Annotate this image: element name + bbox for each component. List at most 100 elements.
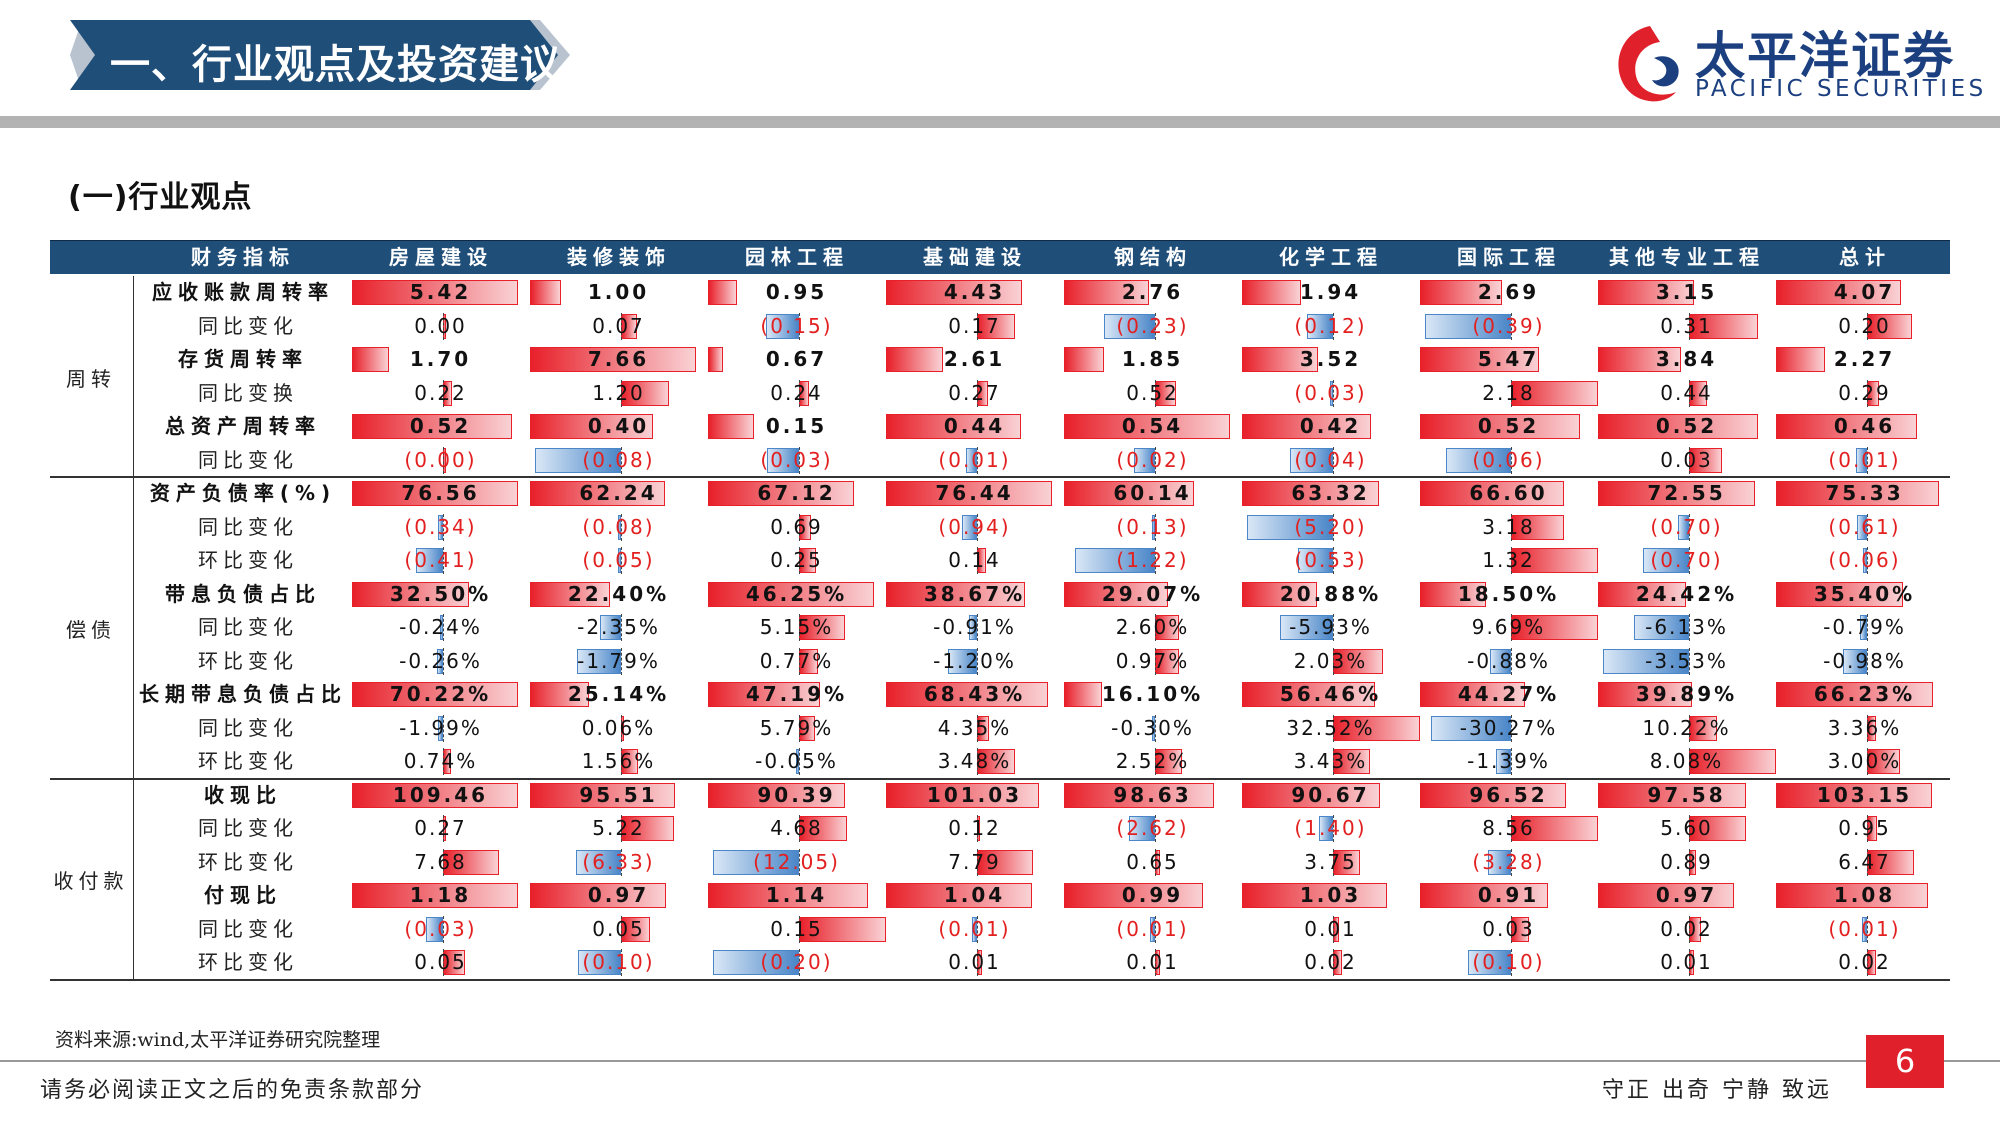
positive-data-bar: [1511, 548, 1599, 573]
cell-value: 0.42: [1299, 414, 1362, 438]
cell-value: 90.67: [1291, 782, 1370, 807]
negative-data-bar: [1487, 849, 1512, 875]
cell-value: 0.95: [1838, 816, 1891, 840]
data-cell: 0.95: [1776, 812, 1953, 845]
cell-value: 0.12: [948, 816, 1001, 840]
data-cell: 0.46: [1776, 410, 1953, 443]
cell-value: 32.52%: [1286, 715, 1375, 740]
row-group: 偿债 资产负债率(%) 76.56 62.24 67.12 76.44 60.14 63.32…: [50, 477, 1950, 779]
cell-value: -6.13%: [1645, 615, 1728, 639]
cell-value: 0.97: [1655, 883, 1718, 907]
positive-data-bar: [530, 280, 561, 305]
positive-data-bar: [1064, 481, 1195, 506]
table-row: 同比变换 0.22 1.20 0.24 0.27 0.52 (0.03) 2.18 0.44 0.…: [134, 377, 1950, 410]
cell-value: 3.18: [1482, 514, 1535, 539]
positive-data-bar: [708, 883, 869, 908]
data-cell: 0.12: [886, 812, 1063, 845]
cell-value: (0.94): [938, 514, 1011, 539]
cell-value: 3.48%: [937, 749, 1012, 773]
data-cell: 0.22: [352, 377, 529, 410]
row-label: 环比变化: [198, 950, 298, 974]
cell-value: 4.68: [770, 816, 823, 840]
data-cell: (0.05): [530, 544, 707, 577]
data-cell: 7.79: [886, 846, 1063, 879]
positive-data-bar: [1598, 782, 1746, 808]
data-cell: -0.30%: [1064, 712, 1241, 745]
zero-axis: [1511, 513, 1513, 541]
cell-value: 0.89: [1660, 849, 1713, 874]
zero-axis: [1155, 446, 1157, 474]
zero-axis: [1867, 446, 1869, 474]
positive-data-bar: [1333, 749, 1371, 774]
cell-value: 1.94: [1299, 280, 1362, 304]
negative-data-bar: [1496, 749, 1512, 774]
cell-value: -0.24%: [399, 615, 482, 639]
cell-value: 0.15: [765, 414, 828, 438]
cell-value: -0.05%: [755, 749, 838, 773]
cell-value: 20.88%: [1279, 581, 1382, 606]
data-cell: 101.03: [886, 779, 1063, 812]
zero-axis: [1689, 446, 1691, 474]
zero-axis: [1511, 748, 1513, 775]
cell-value: 70.22%: [389, 682, 492, 706]
table-row: 同比变化 (0.34) (0.08) 0.69 (0.94) (0.13) (5.20) 3.…: [134, 511, 1950, 544]
cell-value: (0.01): [938, 447, 1011, 472]
positive-data-bar: [1689, 313, 1759, 339]
cell-value: 0.25: [770, 548, 823, 572]
cell-value: 0.67: [765, 347, 828, 371]
positive-data-bar: [1776, 682, 1933, 707]
zero-axis: [1511, 446, 1513, 474]
positive-data-bar: [1242, 682, 1376, 707]
zero-axis: [1867, 815, 1869, 842]
zero-axis: [1867, 547, 1869, 574]
negative-data-bar: [1430, 715, 1512, 741]
positive-data-bar: [1776, 481, 1940, 506]
positive-data-bar: [977, 313, 1016, 339]
cell-value: 0.00: [414, 313, 467, 338]
cell-value: 1.04: [943, 883, 1006, 907]
row-label: 带息负债占比: [165, 581, 321, 606]
negative-data-bar: [534, 447, 622, 473]
positive-data-bar: [1420, 347, 1539, 372]
negative-data-bar: [1330, 380, 1334, 406]
zero-axis: [977, 647, 979, 675]
data-cell: (0.13): [1064, 511, 1241, 544]
cell-value: -0.88%: [1467, 648, 1550, 673]
positive-data-bar: [352, 581, 469, 607]
data-cell: 3.00%: [1776, 745, 1953, 778]
positive-data-bar: [1420, 280, 1503, 305]
data-cell: -1.20%: [886, 645, 1063, 678]
cell-value: (0.03): [1294, 380, 1367, 405]
cell-value: 8.08%: [1649, 749, 1724, 773]
cell-value: (0.70): [1650, 514, 1723, 539]
cell-value: 0.77%: [759, 648, 834, 673]
group-divider-vertical: [133, 276, 134, 477]
column-header: 基础建设: [923, 245, 1027, 269]
data-cell: 0.54: [1064, 410, 1241, 443]
zero-axis: [799, 949, 801, 976]
negative-data-bar: [971, 916, 978, 942]
negative-data-bar: [1289, 447, 1334, 473]
cell-value: (0.01): [938, 916, 1011, 941]
zero-axis: [1333, 647, 1335, 675]
cell-value: 0.02: [1660, 916, 1713, 941]
zero-axis: [1333, 714, 1335, 742]
data-cell: -6.13%: [1598, 611, 1775, 644]
positive-data-bar: [352, 414, 512, 439]
zero-axis: [1867, 379, 1869, 407]
cell-value: -1.99%: [399, 715, 482, 740]
data-cell: -0.98%: [1776, 645, 1953, 678]
table-row: 同比变化 (0.03) 0.05 0.15 (0.01) (0.01) 0.01 0.03 0.…: [134, 913, 1950, 946]
row-label: 同比变化: [198, 916, 298, 941]
cell-value: (0.08): [582, 514, 655, 539]
positive-data-bar: [1689, 749, 1777, 774]
row-group: 周转 应收账款周转率 5.42 1.00 0.95 4.43 2.76 1.94 2.69 3.1…: [50, 276, 1950, 477]
cell-value: -0.79%: [1823, 615, 1906, 639]
data-cell: 0.01: [1064, 946, 1241, 979]
cell-value: 63.32: [1291, 481, 1370, 505]
column-header: 总计: [1839, 245, 1891, 269]
cell-value: 5.22: [592, 816, 645, 840]
cell-value: (0.08): [582, 447, 655, 472]
data-cell: (12.05): [708, 846, 885, 879]
positive-data-bar: [1064, 414, 1230, 439]
